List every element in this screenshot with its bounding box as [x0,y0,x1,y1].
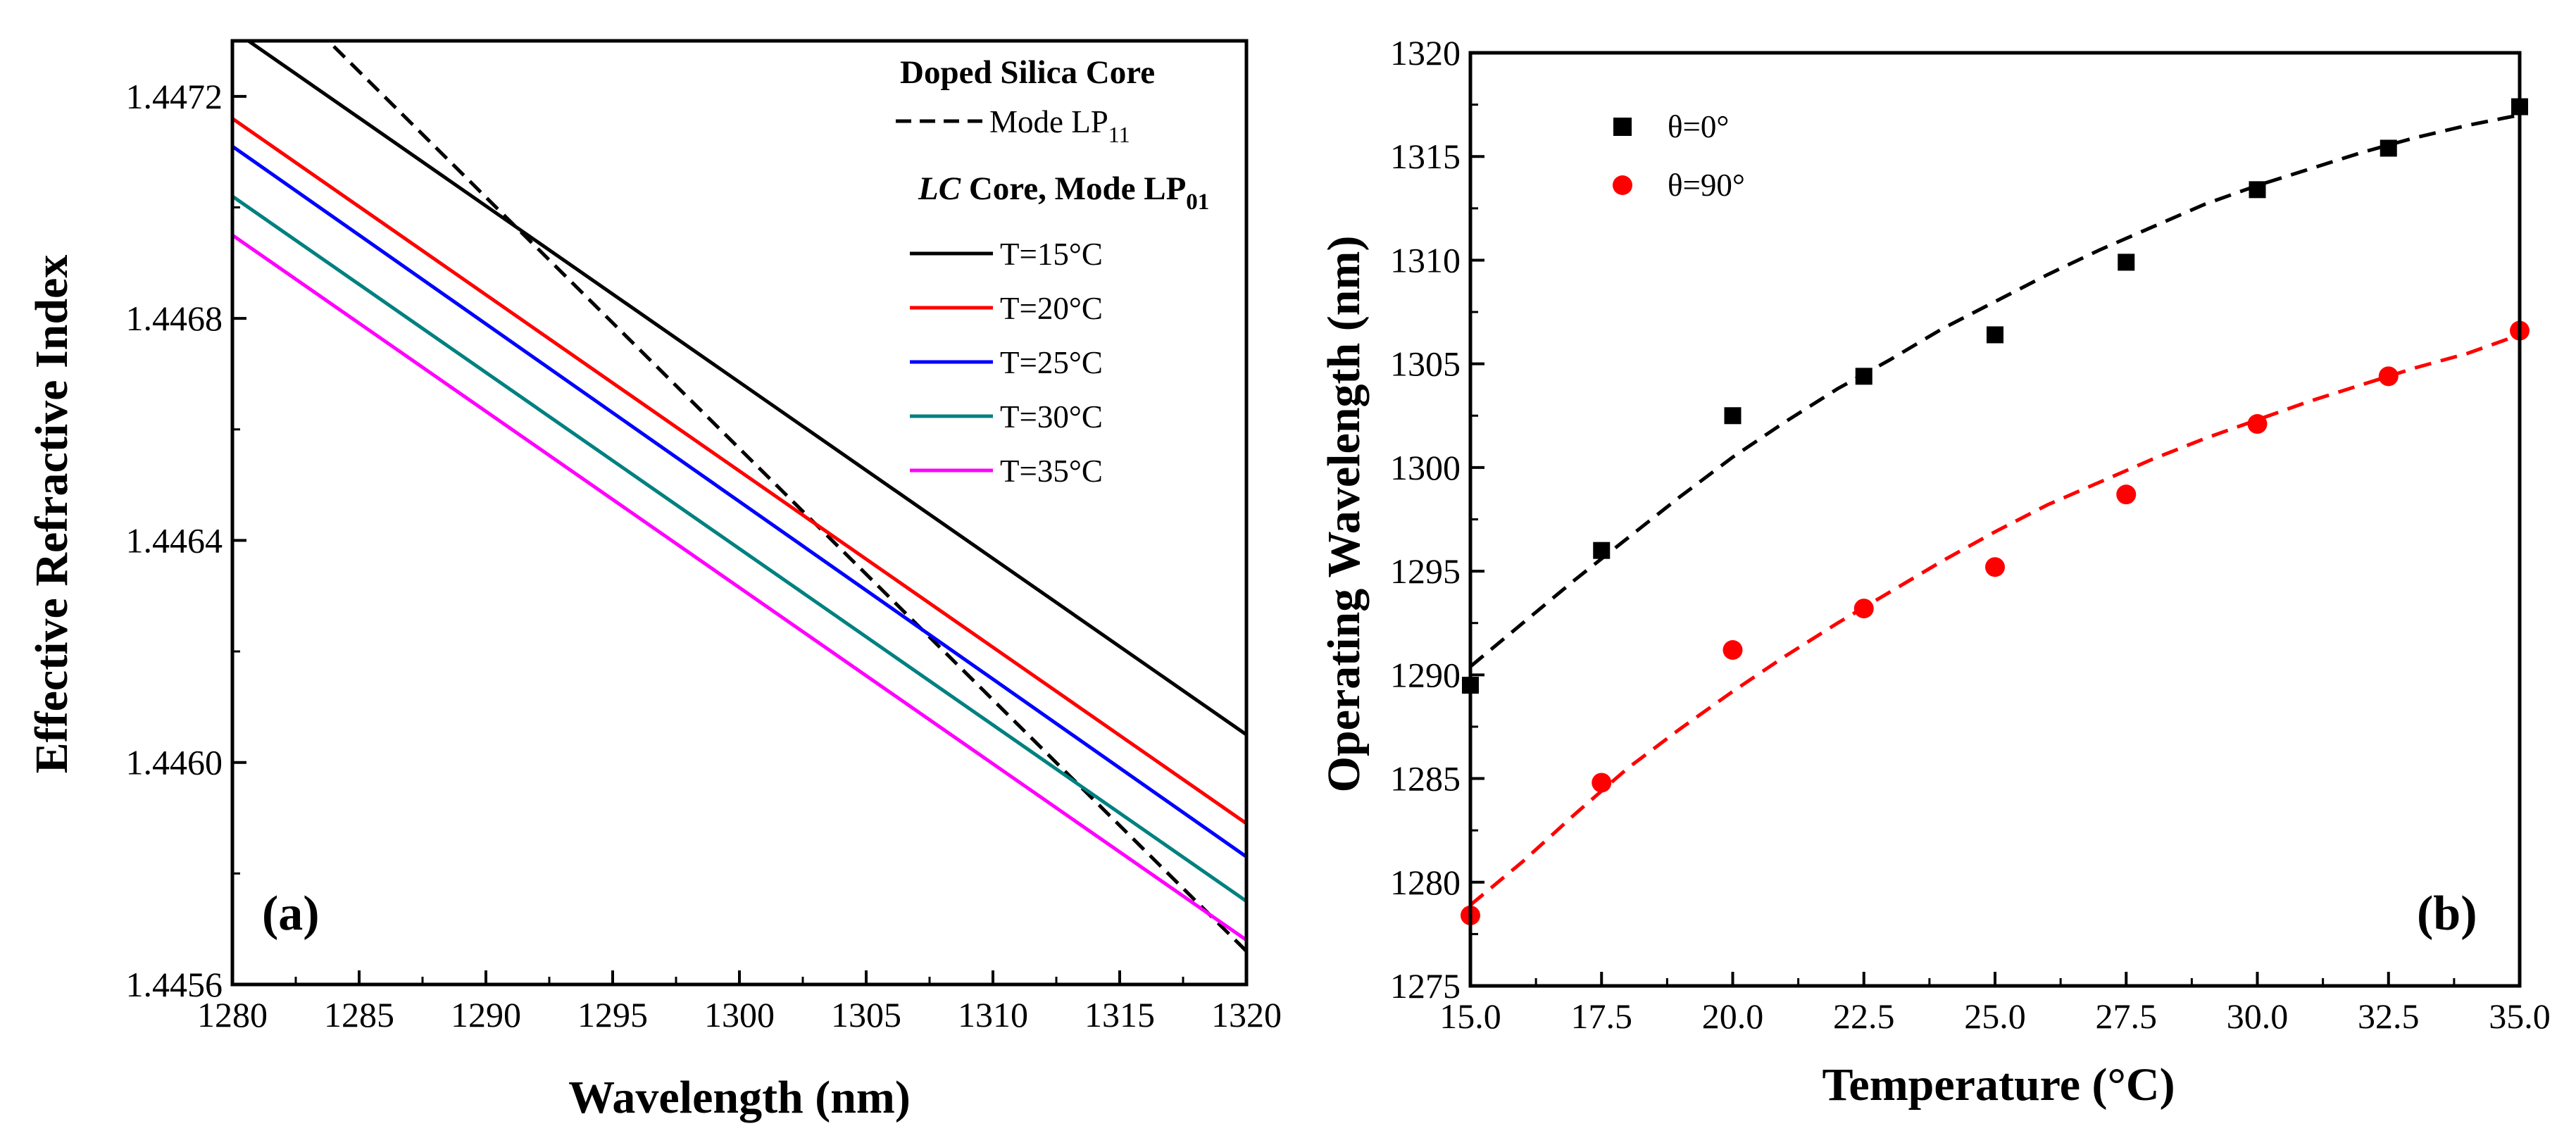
y-axis-a: 1.4456 1.4460 1.4464 1.4468 1.4472 [126,77,246,1004]
x-axis-a: 1280 1285 1290 1295 1300 1305 1310 1315 1320 [197,970,1282,1034]
legend-b: θ=0° θ=90° [1613,109,1745,203]
legend-marker-theta-90 [1613,175,1632,195]
data-point-theta-90 [1592,773,1612,793]
x-axis-b: 15.0 17.5 20.0 22.5 25.0 27.5 30.0 32.5 35.0 [1439,972,2551,1036]
x-tick-label-a: 1305 [831,995,901,1034]
legend-heading-doped-silica: Doped Silica Core [900,54,1155,91]
data-markers-b [1461,98,2530,925]
legend-label-t-20-c: T=20°C [1000,291,1103,326]
fit-curve-90 [1470,333,2520,907]
data-point-theta-90 [1853,599,1874,619]
data-point-theta-0 [2380,139,2397,157]
y-tick-label-a: 1.4456 [126,965,223,1004]
legend-a: Doped Silica Core Mode LP11 LC Core, Mod… [896,54,1209,489]
data-point-theta-0 [2249,181,2266,199]
y-tick-label-a: 1.4472 [126,77,223,116]
data-point-theta-0 [2118,254,2135,271]
data-point-theta-90 [1985,557,2005,577]
y-tick-label-a: 1.4464 [126,520,223,560]
panel-label-b: (b) [2417,887,2477,941]
legend-label-theta-0: θ=0° [1668,109,1729,144]
x-tick-label-b: 22.5 [1833,996,1895,1036]
x-tick-label-a: 1320 [1211,995,1282,1034]
x-tick-label-b: 17.5 [1571,996,1633,1036]
plot-area-a [232,41,1246,953]
y-tick-label-b: 1280 [1390,863,1461,902]
x-tick-label-a: 1315 [1084,995,1155,1034]
y-tick-label-b: 1300 [1390,448,1461,487]
y-axis-label-a: Effective Refractive Index [26,255,77,774]
y-tick-label-b: 1275 [1390,966,1461,1006]
y-tick-label-b: 1320 [1390,33,1461,73]
series-line-t-20-c [232,117,1246,825]
y-tick-label-b: 1315 [1390,137,1461,176]
x-tick-label-a: 1295 [577,995,648,1034]
chart-panel-b: 15.0 17.5 20.0 22.5 25.0 27.5 30.0 32.5 35.0 127… [1318,33,2551,1111]
legend-marker-theta-0 [1613,118,1632,136]
x-tick-label-a: 1300 [704,995,775,1034]
fit-curve-0 [1470,113,2520,668]
data-point-theta-90 [2247,414,2268,434]
series-line-t-15-c [245,41,1246,737]
plot-area-b [1470,113,2520,907]
data-point-theta-90 [1722,640,1743,660]
data-point-theta-0 [1987,326,2003,344]
y-axis-b: 1275 1280 1285 1290 1295 1300 1305 1310 1315 1320 [1390,33,1484,1006]
x-tick-label-a: 1280 [197,995,268,1034]
x-tick-label-a: 1310 [958,995,1028,1034]
x-tick-label-b: 35.0 [2489,996,2551,1036]
y-tick-label-b: 1295 [1390,551,1461,591]
x-tick-label-b: 25.0 [1964,996,2026,1036]
series-line-t-30-c [232,194,1246,903]
x-tick-label-b: 20.0 [1702,996,1764,1036]
legend-label-mode-lp11: Mode LP11 [989,104,1130,147]
y-tick-label-b: 1310 [1390,240,1461,280]
legend-label-t-25-c: T=25°C [1000,345,1103,380]
legend-label-theta-90: θ=90° [1668,168,1745,203]
chart-panel-a: 1280 1285 1290 1295 1300 1305 1310 1315 1320 1.4… [26,39,1282,1123]
y-tick-label-b: 1285 [1390,759,1461,799]
data-point-theta-90 [2378,366,2399,387]
data-point-theta-0 [1593,542,1611,559]
y-tick-label-a: 1.4468 [126,299,223,338]
x-tick-label-b: 30.0 [2227,996,2289,1036]
x-tick-label-b: 15.0 [1439,996,1501,1036]
panel-label-a: (a) [262,887,320,941]
x-tick-label-b: 32.5 [2358,996,2420,1036]
series-line-t-25-c [232,144,1246,858]
x-tick-label-b: 27.5 [2096,996,2158,1036]
data-point-theta-0 [1724,407,1742,425]
y-tick-label-a: 1.4460 [126,743,223,782]
data-point-theta-0 [1855,368,1872,385]
legend-heading-lc-core: LC Core, Mode LP01 [918,170,1209,215]
series-line-t-35-c [232,233,1246,942]
y-axis-label-b: Operating Wavelength (nm) [1318,236,1370,793]
y-tick-label-b: 1290 [1390,655,1461,694]
legend-label-t-35-c: T=35°C [1000,454,1103,489]
y-tick-label-b: 1305 [1390,344,1461,384]
legend-label-t-15-c: T=15°C [1000,237,1103,272]
data-point-theta-90 [2116,484,2137,505]
legend-label-t-30-c: T=30°C [1000,399,1103,434]
x-axis-label-a: Wavelength (nm) [568,1072,911,1123]
x-tick-label-a: 1290 [451,995,521,1034]
x-tick-label-a: 1285 [324,995,394,1034]
x-axis-label-b: Temperature (°C) [1822,1059,2175,1111]
